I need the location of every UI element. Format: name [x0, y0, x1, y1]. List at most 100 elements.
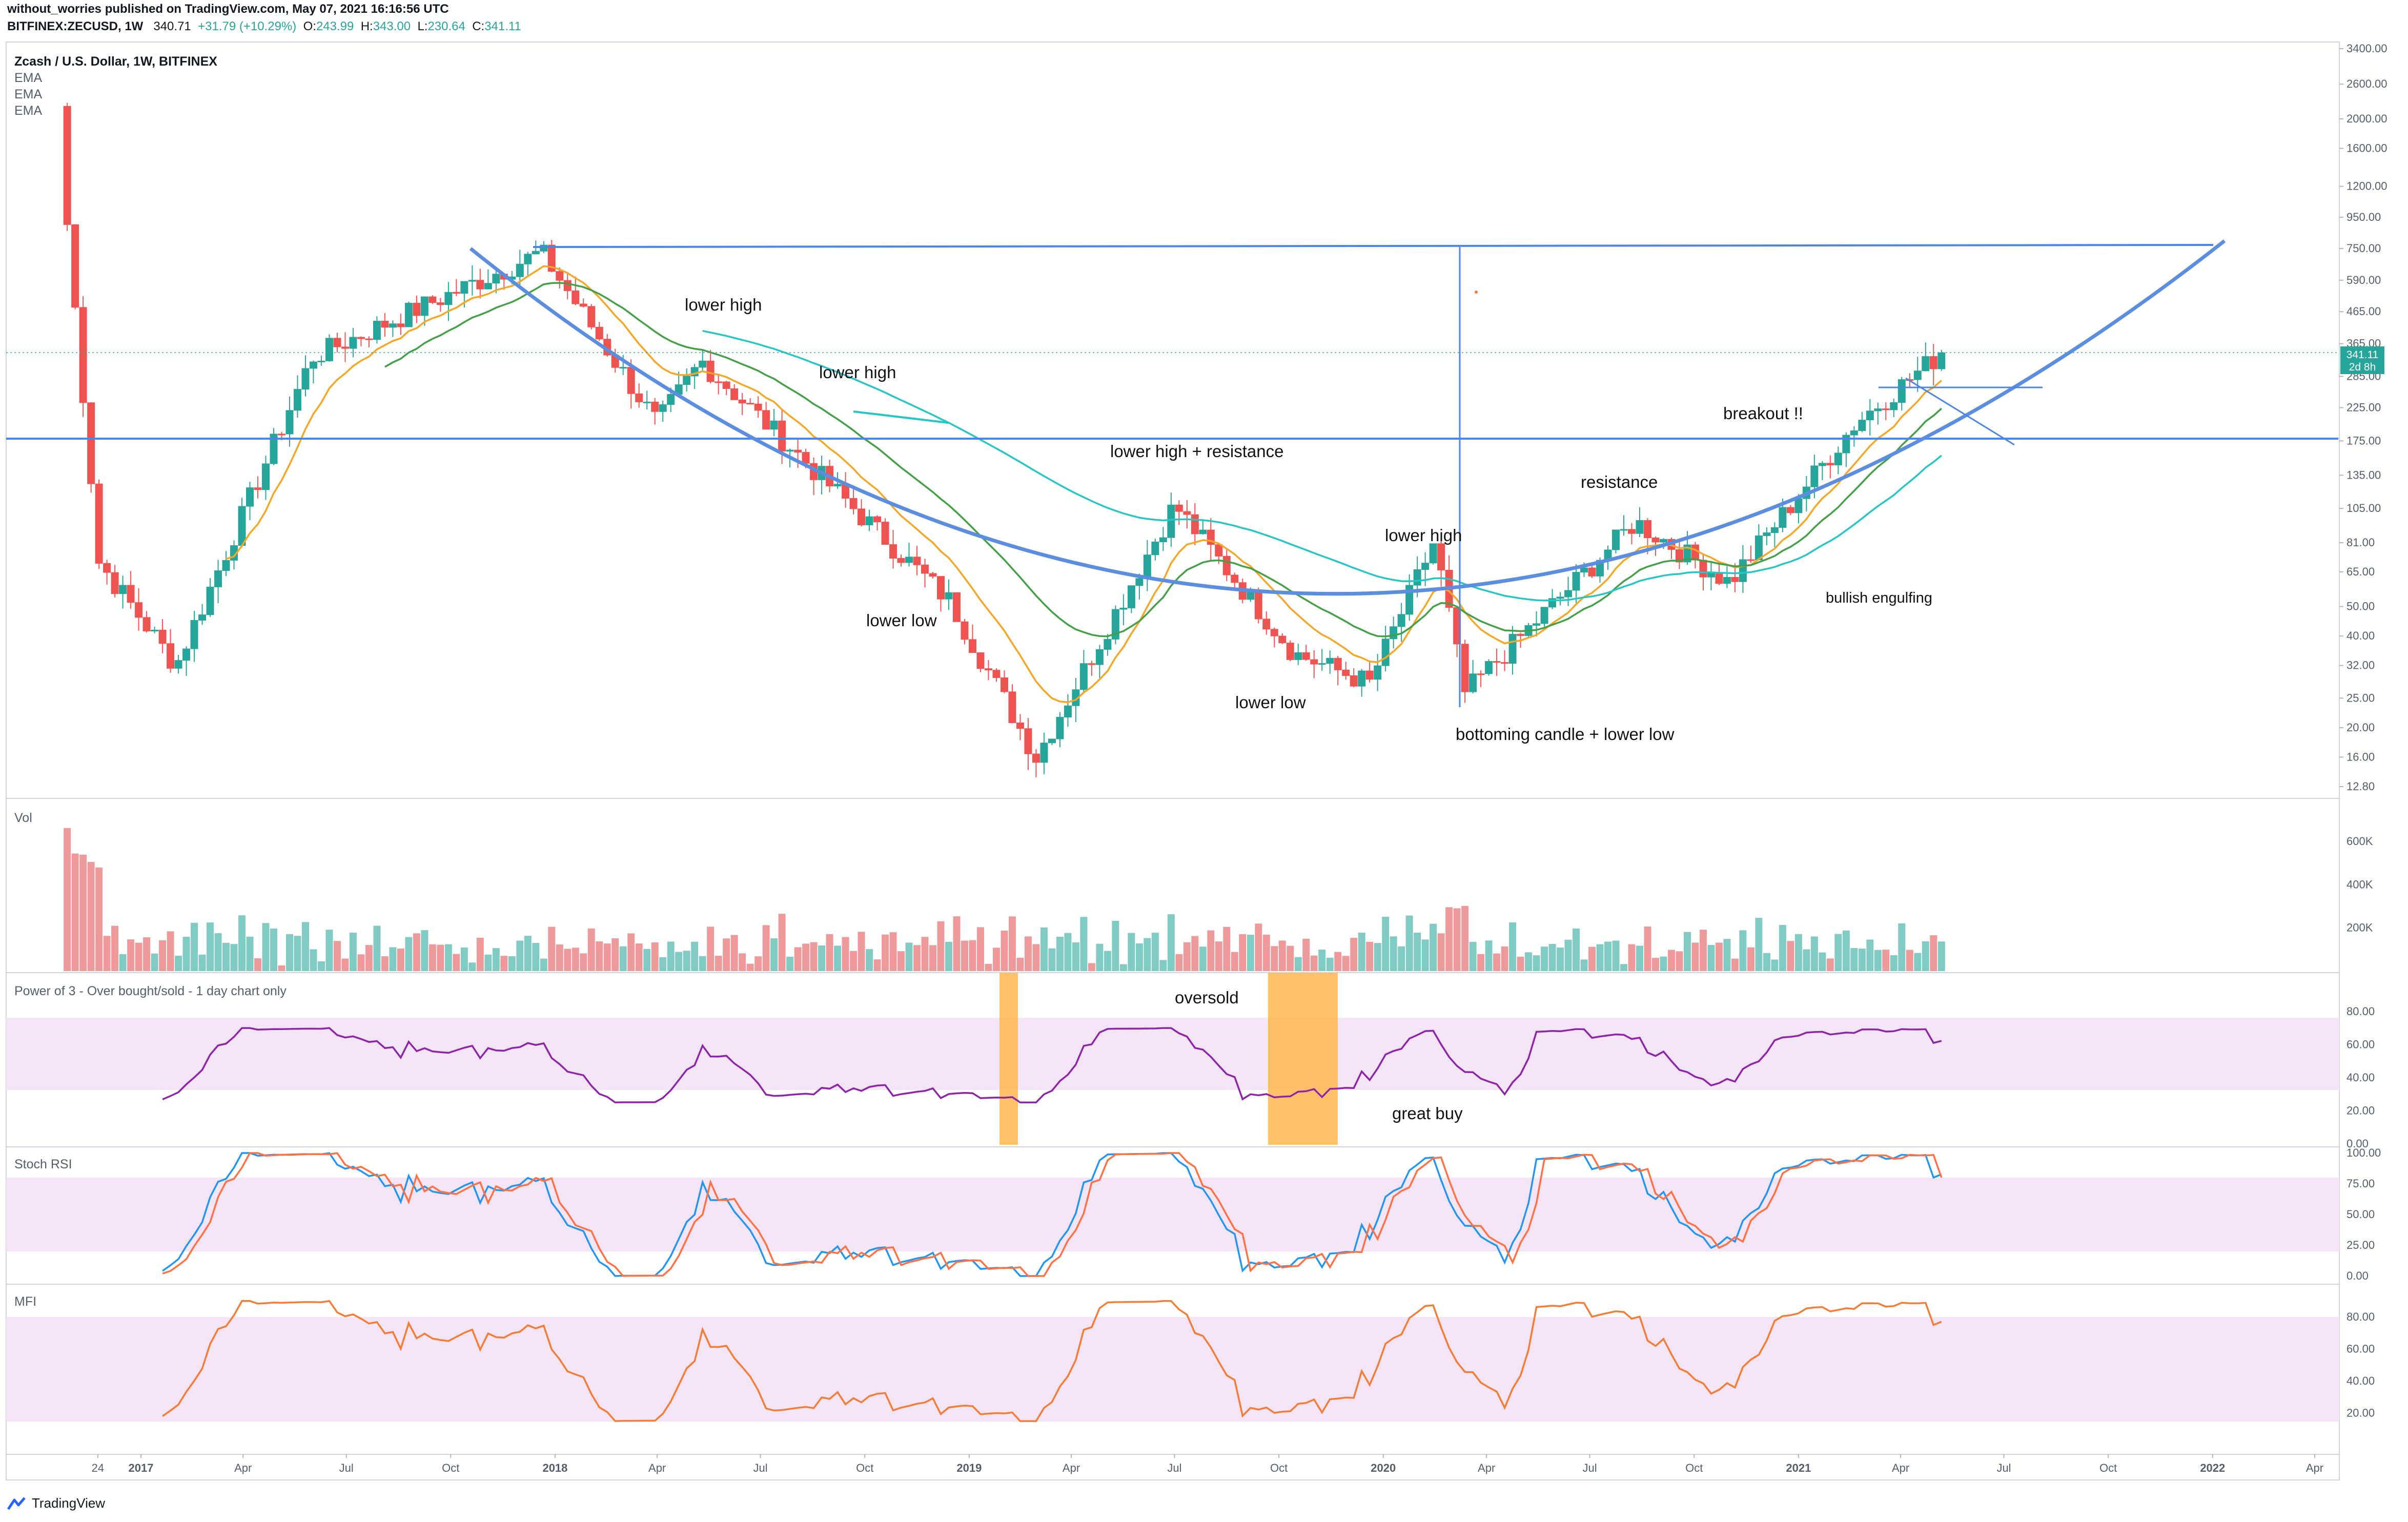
volume-bar — [1278, 940, 1286, 971]
candle-body — [277, 434, 285, 436]
indicator-tick: 50.00 — [2346, 1208, 2375, 1221]
volume-bar — [1088, 963, 1095, 971]
volume-bars — [64, 828, 1945, 971]
candle-body — [1739, 559, 1747, 582]
candle-body — [1191, 514, 1199, 534]
ema-10 — [226, 265, 1942, 704]
volume-bar — [587, 928, 595, 971]
candle-body — [1508, 634, 1517, 664]
candle-body — [404, 302, 413, 327]
volume-bar — [103, 936, 111, 971]
pane-frames — [6, 42, 2340, 1480]
candle-body — [198, 614, 207, 621]
ema-label-1: EMA — [14, 71, 43, 85]
volume-bar — [1223, 927, 1231, 971]
volume-bar — [873, 959, 881, 971]
stoch-d — [162, 1152, 1943, 1277]
volume-bar — [444, 944, 452, 971]
candle-body — [1564, 590, 1573, 598]
volume-bar — [143, 937, 151, 971]
candle-body — [1929, 356, 1937, 369]
candle-body — [1683, 544, 1691, 563]
volume-bar — [492, 948, 500, 971]
candle-body — [301, 368, 310, 390]
time-tick: Jul — [339, 1462, 354, 1474]
candle-body — [1874, 408, 1882, 412]
candle-body — [1612, 529, 1620, 550]
volume-bar — [548, 927, 556, 971]
candle-body — [206, 586, 214, 615]
candle-body — [1818, 463, 1826, 466]
candle-body — [1937, 352, 1946, 369]
volume-bar — [246, 936, 254, 971]
volume-bar — [262, 923, 270, 971]
candle-body — [1437, 543, 1445, 570]
volume-bar — [1794, 934, 1802, 971]
volume-bar — [1239, 934, 1247, 971]
volume-bar — [182, 937, 190, 971]
volume-bar — [1207, 930, 1215, 971]
tradingview-logo[interactable]: TradingView — [7, 1495, 105, 1511]
candle-body — [436, 302, 444, 305]
time-tick: Apr — [2306, 1462, 2323, 1474]
volume-bar — [1175, 954, 1183, 971]
candle-body — [778, 420, 786, 452]
volume-bar — [1779, 924, 1786, 971]
candle-body — [1493, 661, 1501, 663]
volume-bar — [897, 951, 905, 971]
volume-bar — [1810, 936, 1818, 971]
volume-bar — [1112, 920, 1119, 971]
volume-bar — [1048, 948, 1056, 971]
volume-bar — [1874, 950, 1882, 971]
volume-bar — [842, 937, 849, 971]
oversold-box-2 — [1268, 973, 1338, 1145]
candle-body — [1779, 507, 1787, 528]
volume-bar — [1596, 944, 1604, 971]
candle-body — [1365, 670, 1374, 680]
candle-body — [397, 323, 405, 327]
candle-body — [309, 361, 317, 369]
volume-bar — [135, 942, 142, 971]
candle-body — [135, 602, 143, 618]
tradingview-icon — [7, 1496, 26, 1510]
candle-body — [1628, 529, 1636, 534]
price-axis: 3400.00 2600.00 2000.00 1600.00 1200.00 950.0… — [2339, 42, 2387, 793]
candle-body — [357, 337, 365, 339]
indicator-tick: 60.00 — [2346, 1038, 2375, 1051]
indicator-tick: 25.00 — [2346, 1239, 2375, 1251]
candle-body — [420, 296, 428, 316]
drawings — [6, 239, 2338, 707]
volume-bar — [627, 933, 635, 971]
candle-body — [635, 393, 643, 402]
volume-bar — [1390, 936, 1397, 971]
volume-bar — [1430, 923, 1437, 971]
time-tick: Jul — [1167, 1462, 1181, 1474]
candle-body — [460, 281, 468, 294]
candle-body — [1326, 657, 1334, 664]
candle-body — [1040, 743, 1048, 763]
time-tick: 2021 — [1786, 1462, 1811, 1474]
volume-bar — [1119, 964, 1127, 971]
volume-bar — [746, 963, 754, 971]
breakout-arrow — [1905, 377, 2015, 446]
volume-bar — [1922, 941, 1929, 971]
volume-bar — [460, 947, 468, 971]
candle-body — [722, 381, 730, 389]
volume-bar — [325, 930, 333, 971]
volume-bar — [882, 934, 889, 971]
candle-body — [770, 420, 778, 430]
candle-body — [1079, 663, 1088, 690]
candle-body — [1763, 532, 1771, 536]
volume-bar — [1699, 930, 1707, 971]
price-tick: 32.00 — [2346, 659, 2375, 672]
volume-bar — [1159, 960, 1167, 971]
volume-bar — [1398, 946, 1405, 971]
candle-body — [333, 338, 341, 347]
volume-bar — [1651, 958, 1659, 971]
cup-arc — [469, 239, 2226, 596]
volume-bar — [1056, 936, 1064, 971]
candle-body — [1794, 498, 1803, 513]
candle-body — [1643, 520, 1651, 538]
last-price: 340.71 — [153, 19, 191, 33]
